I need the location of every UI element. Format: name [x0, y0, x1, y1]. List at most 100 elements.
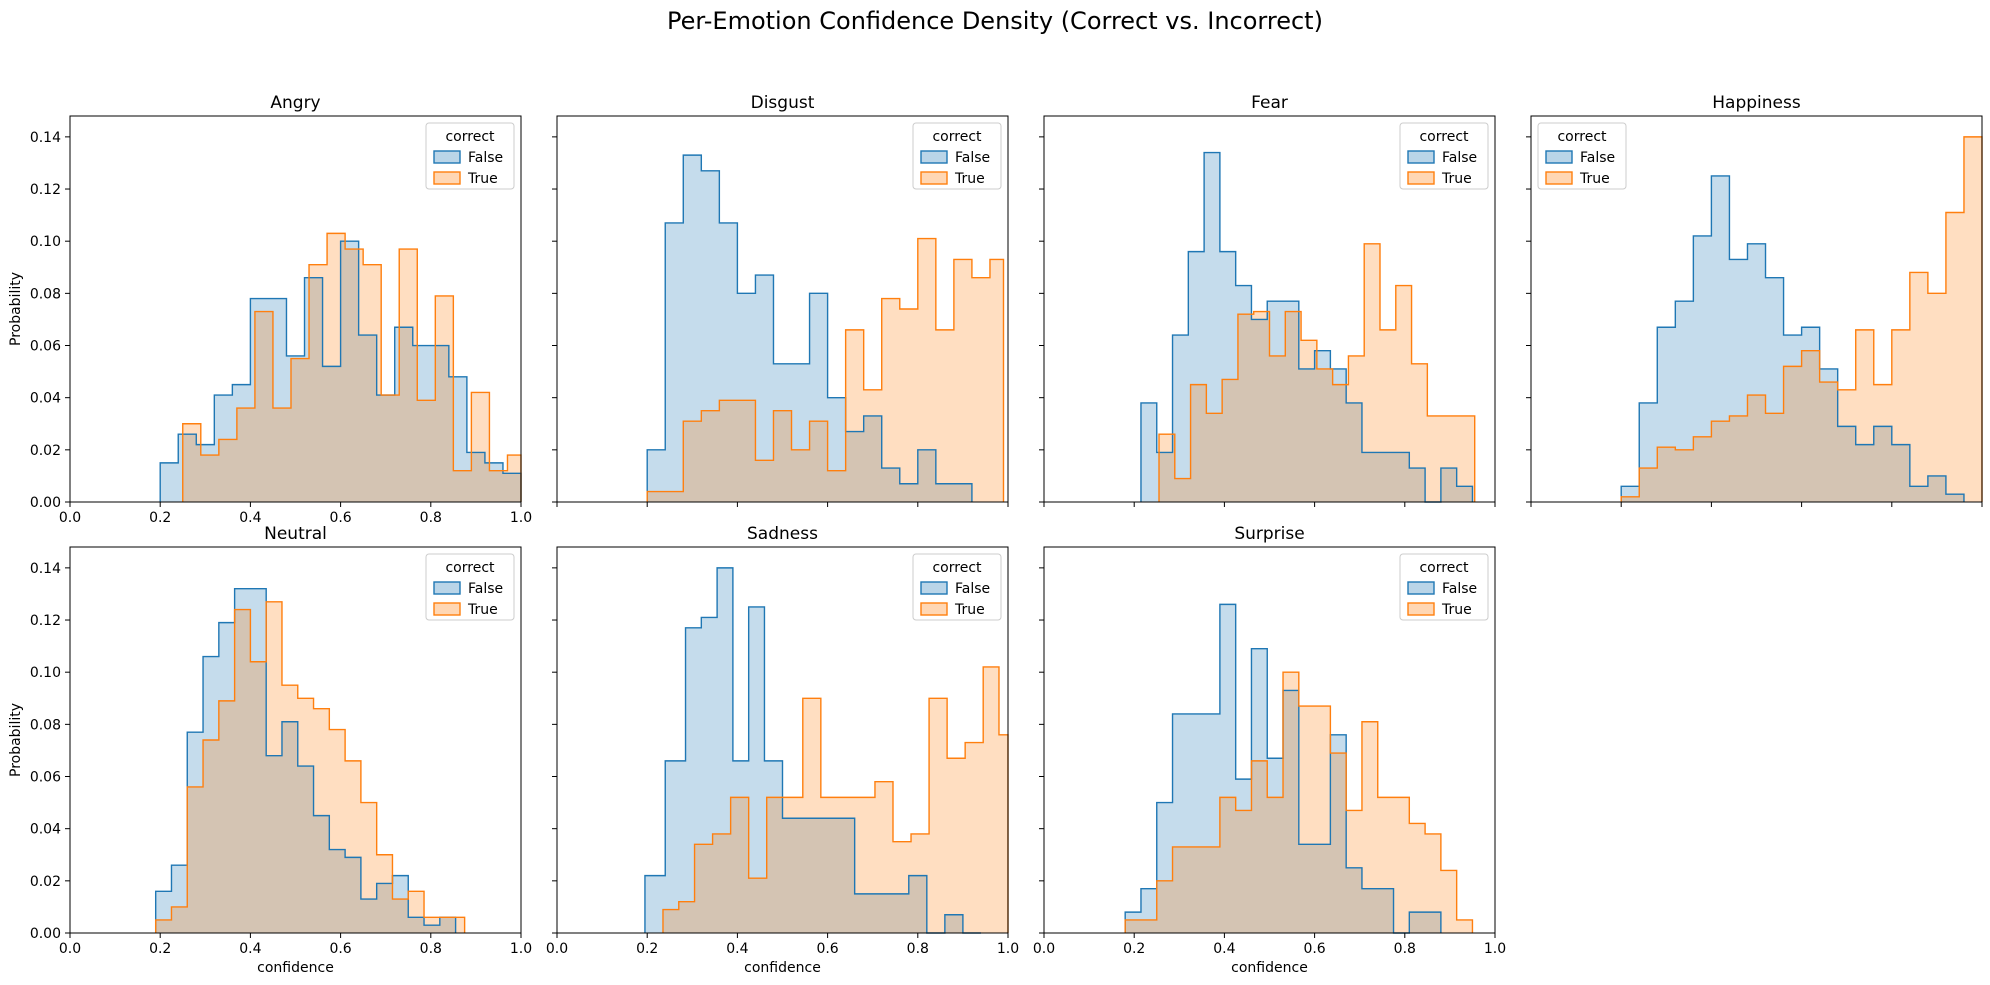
bin-happiness-true-1 [1639, 468, 1657, 502]
series-sadness-false [644, 567, 981, 934]
legend-swatch-happiness-false [1545, 150, 1573, 164]
bin-surprise-true-2 [1157, 881, 1173, 933]
outline-neutral-false [154, 588, 457, 933]
bin-happiness-true-6 [1729, 416, 1747, 502]
bin-neutral-true-17 [424, 917, 440, 933]
series-happiness-true [1620, 136, 1983, 502]
bin-happiness-true-3 [1675, 450, 1693, 502]
legend-fear: correct False True [1399, 122, 1489, 190]
bin-sadness-true-9 [821, 797, 839, 933]
bin-disgust-true-13 [882, 299, 900, 502]
legend-title-surprise: correct [1419, 560, 1469, 576]
panel-title-sadness: Sadness [747, 524, 818, 544]
legend-swatch-fear-true [1407, 171, 1435, 185]
bin-neutral-true-13 [361, 803, 377, 933]
bin-angry-true-8 [327, 233, 345, 502]
bin-angry-true-1 [201, 455, 219, 502]
outline-disgust-false [646, 154, 973, 502]
xlabel-sadness: confidence [744, 960, 821, 976]
bin-fear-true-1 [1175, 479, 1191, 502]
bin-happiness-true-14 [1874, 385, 1892, 502]
outline-angry-false [159, 240, 522, 502]
bin-surprise-true-5 [1204, 847, 1220, 933]
series-disgust-false [646, 154, 973, 502]
bin-neutral-true-5 [235, 610, 251, 933]
legend-sadness: correct False True [912, 553, 1002, 621]
bin-neutral-true-19 [456, 917, 465, 933]
xtick-label-neutral-0: 0.0 [59, 941, 81, 957]
series-happiness-false [1620, 175, 1965, 502]
panel-happiness: Happiness correct False True [1526, 93, 1983, 507]
xtick-label-sadness-1: 0.2 [636, 941, 658, 957]
series-neutral-true [154, 601, 466, 933]
bin-happiness-true-11 [1820, 382, 1838, 502]
bin-neutral-true-11 [329, 730, 345, 933]
bin-sadness-true-12 [875, 782, 893, 933]
bin-fear-true-9 [1301, 340, 1317, 502]
bin-surprise-true-15 [1362, 722, 1378, 933]
bin-angry-true-16 [471, 392, 489, 502]
outline-sadness-true [662, 666, 1009, 933]
bin-fear-true-19 [1459, 416, 1475, 502]
bin-surprise-true-13 [1330, 753, 1346, 933]
axes-frame-neutral [69, 546, 522, 934]
bin-sadness-true-15 [929, 698, 947, 933]
bin-neutral-true-0 [156, 920, 172, 933]
ytick-label-neutral-5: 0.10 [30, 665, 61, 681]
figure-title: Per-Emotion Confidence Density (Correct … [667, 7, 1323, 35]
legend-swatch-surprise-true [1407, 602, 1435, 616]
bin-fear-true-13 [1364, 244, 1380, 502]
legend-label-happiness-false: False [1580, 150, 1615, 166]
xtick-label-surprise-5: 1.0 [1484, 941, 1506, 957]
bin-disgust-true-8 [792, 450, 810, 502]
panel-title-surprise: Surprise [1234, 524, 1304, 544]
ytick-label-neutral-6: 0.12 [30, 613, 61, 629]
bin-surprise-true-9 [1267, 797, 1283, 933]
bin-happiness-true-16 [1910, 272, 1928, 502]
ytick-label-angry-6: 0.12 [30, 182, 61, 198]
legend-neutral: correct False True [425, 553, 515, 621]
ytick-label-angry-3: 0.06 [30, 339, 61, 355]
legend-swatch-fear-false [1407, 150, 1435, 164]
ytick-label-neutral-4: 0.08 [30, 717, 61, 733]
ytick-label-angry-7: 0.14 [30, 130, 61, 146]
fill-happiness-true [1621, 136, 1982, 502]
bin-neutral-true-7 [266, 602, 282, 933]
axes-frame-happiness [1530, 115, 1983, 503]
bin-fear-true-14 [1380, 330, 1396, 502]
bin-fear-true-18 [1443, 416, 1459, 502]
bin-fear-true-12 [1348, 356, 1364, 502]
legend-label-disgust-false: False [955, 150, 990, 166]
bin-fear-true-6 [1254, 312, 1270, 502]
fill-neutral-true [155, 601, 465, 933]
bin-surprise-true-8 [1251, 761, 1267, 933]
xtick-label-angry-2: 0.4 [239, 510, 261, 526]
bin-disgust-true-5 [737, 400, 755, 502]
xtick-label-neutral-3: 0.6 [329, 941, 351, 957]
bin-happiness-true-2 [1657, 447, 1675, 502]
legend-label-happiness-true: True [1579, 171, 1610, 187]
outline-fear-true [1158, 243, 1476, 502]
xtick-label-surprise-1: 0.2 [1123, 941, 1145, 957]
xtick-label-angry-0: 0.0 [59, 510, 81, 526]
bin-disgust-true-1 [665, 492, 683, 502]
legend-label-angry-true: True [467, 171, 498, 187]
bin-disgust-true-16 [936, 330, 954, 502]
outline-fear-false [1140, 151, 1474, 503]
bin-surprise-true-10 [1283, 672, 1299, 933]
bin-disgust-true-9 [810, 421, 828, 502]
legend-label-sadness-true: True [954, 602, 985, 618]
legend-label-sadness-false: False [955, 581, 990, 597]
bin-neutral-true-8 [282, 685, 298, 933]
legend-label-fear-false: False [1442, 150, 1477, 166]
bin-sadness-true-18 [983, 667, 999, 933]
legend-swatch-neutral-true [433, 602, 461, 616]
bin-disgust-true-12 [864, 390, 882, 502]
bin-surprise-true-17 [1394, 797, 1410, 933]
legend-label-disgust-true: True [954, 171, 985, 187]
bin-fear-true-17 [1427, 416, 1443, 502]
bin-happiness-true-5 [1711, 421, 1729, 502]
bin-surprise-true-14 [1346, 810, 1362, 933]
bin-surprise-true-21 [1457, 920, 1473, 933]
bin-happiness-true-8 [1766, 413, 1784, 502]
